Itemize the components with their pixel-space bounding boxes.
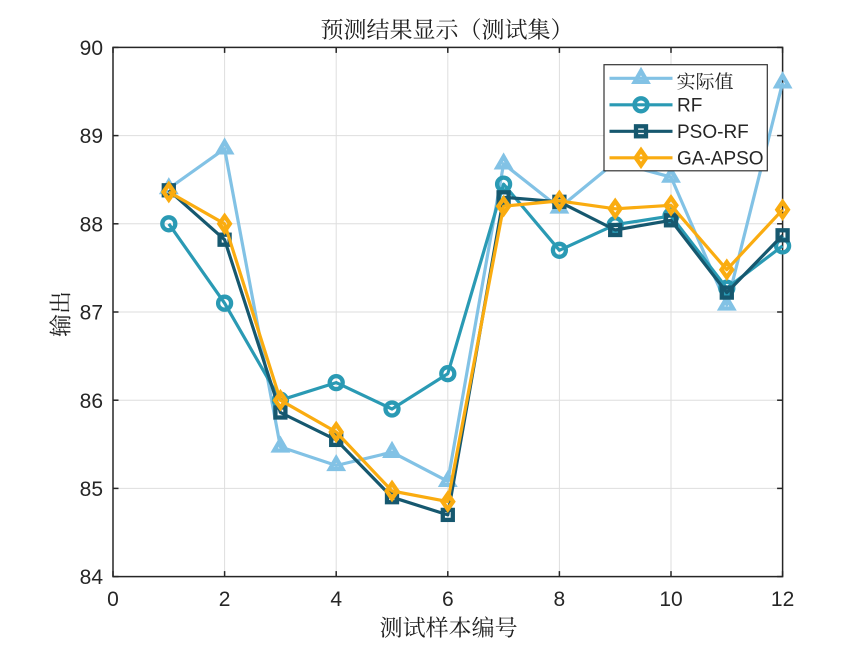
svg-text:GA-APSO: GA-APSO bbox=[677, 149, 764, 170]
svg-text:10: 10 bbox=[659, 588, 682, 611]
svg-text:0: 0 bbox=[107, 588, 119, 611]
svg-text:6: 6 bbox=[442, 588, 454, 611]
svg-text:86: 86 bbox=[80, 390, 103, 413]
svg-text:8: 8 bbox=[554, 588, 566, 611]
svg-text:88: 88 bbox=[80, 213, 103, 236]
svg-text:84: 84 bbox=[80, 566, 104, 589]
svg-text:RF: RF bbox=[677, 96, 702, 117]
svg-text:2: 2 bbox=[219, 588, 231, 611]
svg-text:90: 90 bbox=[80, 37, 103, 60]
svg-text:PSO-RF: PSO-RF bbox=[677, 122, 749, 143]
svg-text:85: 85 bbox=[80, 478, 103, 501]
svg-text:87: 87 bbox=[80, 302, 103, 325]
svg-text:4: 4 bbox=[330, 588, 342, 611]
svg-text:12: 12 bbox=[771, 588, 794, 611]
svg-text:89: 89 bbox=[80, 125, 103, 148]
